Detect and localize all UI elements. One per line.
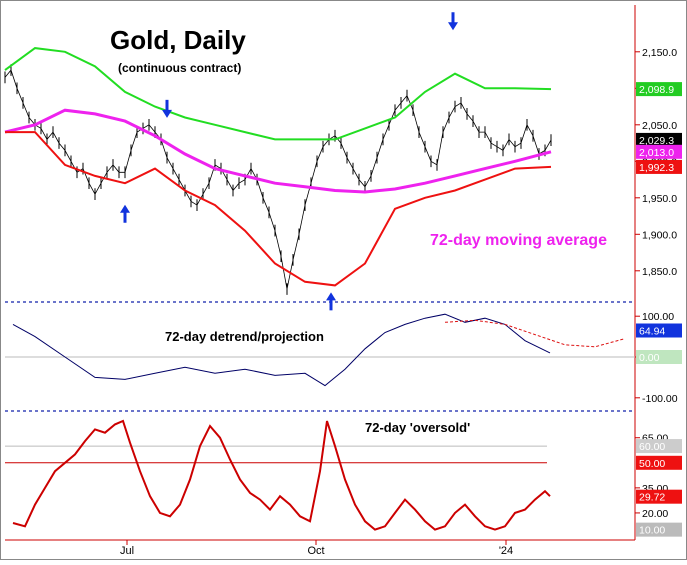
x-tick-label-24: '24 [499, 545, 513, 557]
y-tick-label: 1,850.0 [642, 266, 677, 278]
oversold-level-tag-2: 29.72 [639, 492, 665, 504]
main-panel-series [4, 47, 552, 295]
series-line-oversold [12, 419, 551, 531]
detrend-value-tag-box [636, 323, 682, 338]
detrend-zero-tag: 0.00 [639, 352, 660, 364]
chart-title: Gold, Daily [110, 25, 246, 55]
oversold-level-tag-3: 10.00 [639, 525, 665, 537]
oversold-level-tag-2-box [636, 489, 682, 504]
oversold-level-tag-1: 50.00 [639, 458, 665, 470]
oversold-level-tag-0-box [636, 439, 682, 454]
price-tag-2: 2,013.0 [639, 147, 674, 159]
y-tick-label: 1,950.0 [642, 193, 677, 205]
series-line-upper-band [4, 47, 552, 141]
oversold-level-tag-0: 60.00 [639, 441, 665, 453]
value-tags: 2,098.9 2,029.32,013.0 1,992.3 64.94 0.00 60.… [636, 82, 682, 537]
detrend-value-tag: 64.94 [639, 326, 665, 338]
y-tick-label: 1,900.0 [642, 229, 677, 241]
oversold-level-tag-1-box [636, 455, 682, 470]
series-line-lower-band [5, 131, 552, 287]
moving-average-annotation: 72-day moving average [430, 232, 607, 249]
level-lines [5, 445, 547, 464]
arrow-down-0 [162, 99, 172, 118]
series-line-72-day-moving-average [4, 108, 552, 194]
x-tick-label-jul: Jul [120, 545, 134, 557]
chart-subtitle: (continuous contract) [118, 61, 241, 75]
arrow-down-1 [448, 12, 458, 31]
arrow-up-2 [120, 204, 130, 223]
x-tick-label-oct: Oct [307, 545, 324, 557]
y-tick-label: 2,150.0 [642, 47, 677, 59]
y-tick-label: 20.00 [642, 508, 668, 520]
price-tag-3-box [636, 159, 682, 174]
arrow-up-3 [326, 292, 336, 311]
series-line-price [4, 69, 552, 290]
series-line-projection [444, 319, 626, 348]
cycle-arrows [120, 12, 458, 311]
price-tag-1-box [636, 132, 682, 147]
price-tag-0-box [636, 82, 682, 97]
detrend-panel-series [5, 313, 635, 387]
y-tick-label: -100.00 [642, 393, 678, 405]
price-tag-2-box [636, 144, 682, 159]
x-axis-ticks: Jul Oct '24 [120, 540, 513, 557]
price-tag-0: 2,098.9 [639, 84, 674, 96]
detrend-zero-tag-box [636, 350, 682, 364]
oversold-panel-series [12, 419, 551, 531]
y-tick-label: 2,050.0 [642, 120, 677, 132]
oversold-level-tag-3-box [636, 522, 682, 537]
price-tag-3: 1,992.3 [639, 162, 674, 174]
y-tick-label: 100.00 [642, 311, 674, 323]
oversold-title: 72-day 'oversold' [365, 420, 470, 435]
detrend-title: 72-day detrend/projection [165, 329, 324, 344]
price-tag-1: 2,029.3 [639, 135, 674, 147]
